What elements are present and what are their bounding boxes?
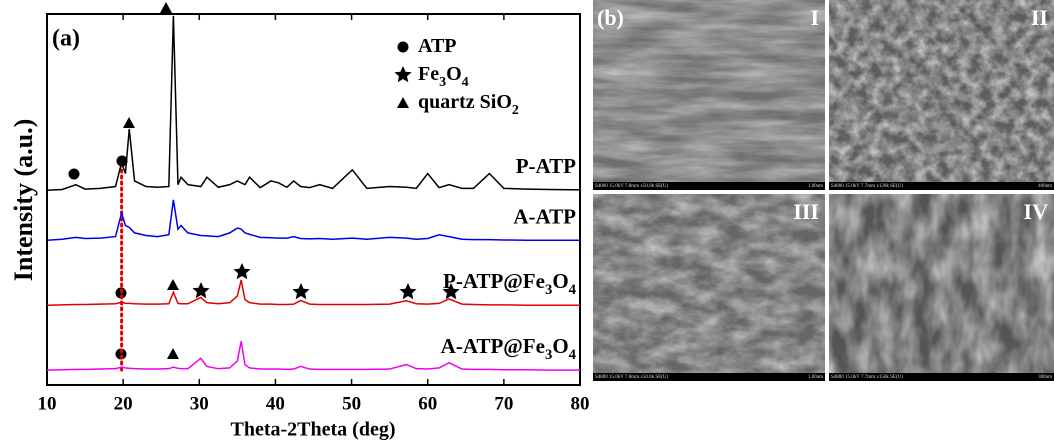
atp-marker	[68, 168, 80, 180]
quartz-marker	[160, 2, 172, 13]
sem-image	[593, 194, 825, 381]
x-tick-label: 60	[418, 393, 437, 414]
image-label: III	[793, 199, 819, 224]
legend-label: Fe3O4	[418, 63, 469, 90]
peak-markers	[68, 2, 460, 360]
legend-label: ATP	[418, 35, 457, 57]
legend-symbol	[394, 66, 412, 83]
x-tick-label: 30	[190, 393, 209, 414]
quartz-marker	[167, 279, 179, 290]
x-tick-label: 70	[494, 393, 513, 414]
legend-symbol	[397, 97, 409, 108]
sem-image	[829, 194, 1054, 381]
scale-label: 400nm	[1038, 184, 1052, 189]
x-axis-title: Theta-2Theta (deg)	[231, 419, 396, 441]
x-tick-label: 20	[114, 393, 133, 414]
series-label: P-ATP	[516, 154, 576, 178]
panel-label: (b)	[597, 5, 624, 30]
legend-label: quartz SiO2	[418, 91, 519, 118]
xrd-line	[46, 279, 580, 306]
image-caption: S4800 15.0kV 7.7mm x120k SE(U)	[831, 184, 903, 189]
series-label: P-ATP@Fe3O4	[443, 269, 577, 299]
sem-panel: (b) I S4800 15.0kV 7.8mm x50.0k SE(U) 1.00…	[593, 0, 1054, 381]
scale-label: 300nm	[1038, 375, 1052, 380]
x-tick-label: 50	[342, 393, 361, 414]
fe3o4-marker	[192, 282, 210, 299]
fe3o4-marker	[292, 283, 310, 300]
xrd-chart: (a) Theta-2Theta (deg) Intensity (a.u.) …	[9, 2, 590, 441]
fe3o4-marker	[233, 263, 251, 280]
xrd-line	[46, 15, 581, 191]
legend-symbol	[397, 41, 409, 53]
xrd-line	[46, 199, 580, 242]
image-caption: S4800 15.0kV 7.7mm x150k SE(U)	[831, 375, 903, 380]
plot-frame	[46, 13, 581, 386]
series-label: A-ATP@Fe3O4	[441, 334, 577, 364]
image-label: I	[810, 5, 819, 30]
quartz-marker	[167, 348, 179, 359]
y-axis-title: Intensity (a.u.)	[9, 119, 38, 282]
sem-image	[593, 0, 825, 190]
image-label: IV	[1024, 199, 1049, 224]
scale-label: 1.00um	[808, 375, 823, 380]
xrd-line	[46, 341, 580, 371]
atp-marker	[116, 155, 128, 167]
scale-label: 1.00um	[808, 184, 823, 189]
fe3o4-marker	[399, 283, 417, 300]
image-label: II	[1031, 5, 1048, 30]
quartz-marker	[123, 117, 135, 128]
atp-marker	[115, 348, 127, 360]
panel-label: (a)	[52, 26, 80, 52]
series-label: A-ATP	[513, 204, 576, 228]
x-tick-label: 40	[266, 393, 285, 414]
x-tick-label: 80	[571, 393, 590, 414]
image-caption: S4800 15.0kV 7.8mm x50.0k SE(U)	[595, 184, 668, 189]
x-tick-label: 10	[38, 393, 57, 414]
sem-image	[829, 0, 1054, 190]
image-caption: S4800 15.0kV 7.8mm x50.0k SE(U)	[595, 375, 668, 380]
